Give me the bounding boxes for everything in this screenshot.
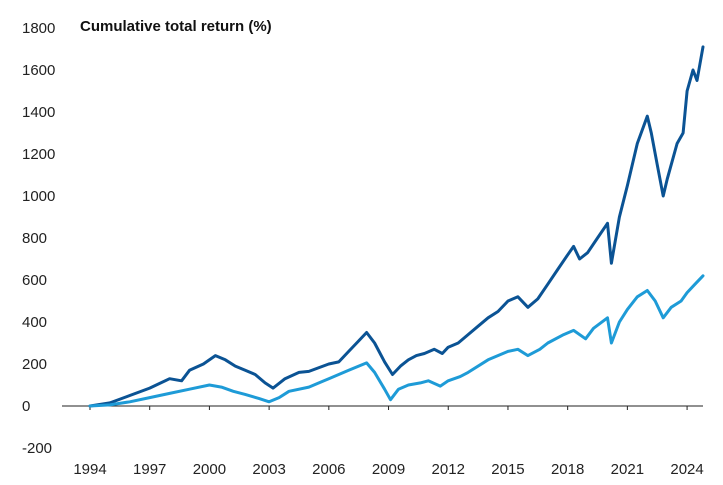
y-tick-label: 1800 — [22, 20, 55, 37]
y-tick-label: 1200 — [22, 146, 55, 163]
y-tick-label: 1000 — [22, 188, 55, 205]
y-tick-label: 800 — [22, 230, 47, 247]
x-tick-label: 1994 — [73, 461, 106, 478]
x-tick-label: 2009 — [372, 461, 405, 478]
y-tick-label: -200 — [22, 440, 52, 457]
x-tick-label: 2000 — [193, 461, 226, 478]
x-tick-label: 2018 — [551, 461, 584, 478]
chart-title: Cumulative total return (%) — [80, 18, 272, 35]
x-tick-label: 2021 — [611, 461, 644, 478]
y-tick-label: 1400 — [22, 104, 55, 121]
x-tick-label: 2003 — [252, 461, 285, 478]
series-group — [88, 45, 705, 408]
y-tick-label: 1600 — [22, 62, 55, 79]
x-tick-label: 2015 — [491, 461, 524, 478]
x-tick-label: 2024 — [670, 461, 703, 478]
x-axis-ticks: 1994 1997 2000 2003 2006 2009 2012 2015 2018 2021… — [73, 406, 704, 478]
series-line-1 — [88, 45, 705, 408]
x-tick-label: 1997 — [133, 461, 166, 478]
y-tick-label: 0 — [22, 398, 30, 415]
y-tick-label: 600 — [22, 272, 47, 289]
x-tick-label: 2012 — [432, 461, 465, 478]
y-tick-label: 400 — [22, 314, 47, 331]
y-axis-ticks: -200 0 200 400 600 800 1000 1200 1400 1600 1800 — [22, 20, 55, 457]
series-line-2 — [88, 274, 705, 408]
y-tick-label: 200 — [22, 356, 47, 373]
x-tick-label: 2006 — [312, 461, 345, 478]
